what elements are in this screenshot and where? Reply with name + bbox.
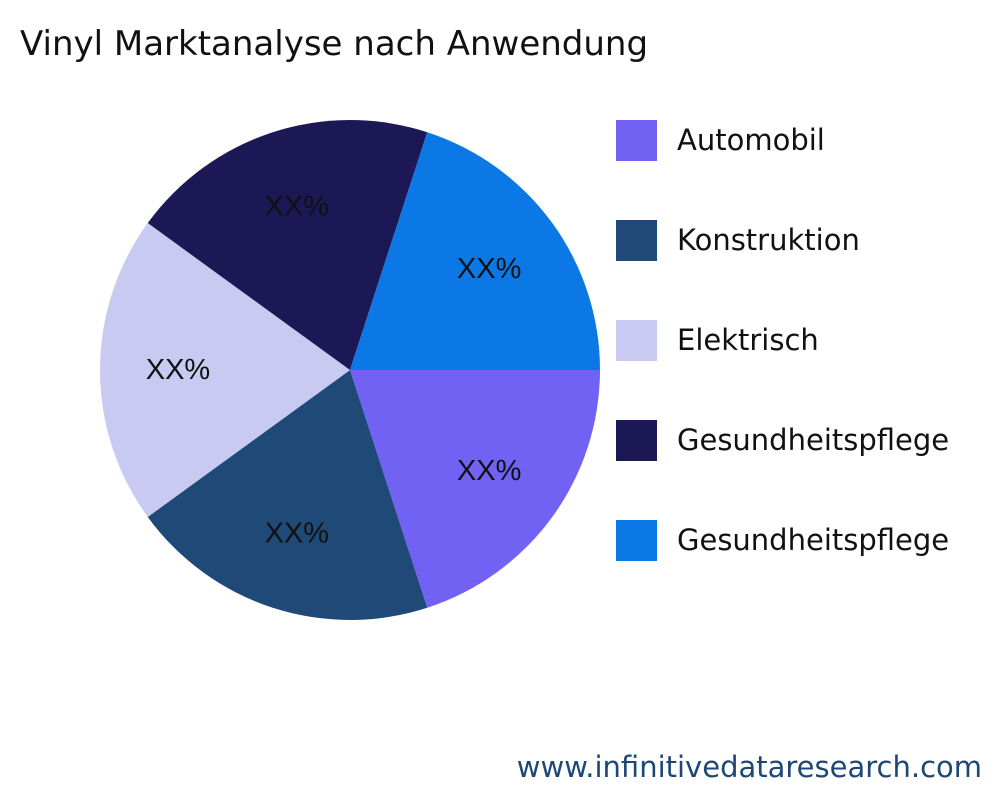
slice-label-0: XX%	[457, 455, 521, 487]
legend-item-4: Gesundheitspflege	[616, 519, 949, 561]
legend-item-3: Gesundheitspflege	[616, 419, 949, 461]
slice-label-4: XX%	[457, 253, 521, 285]
slice-label-2: XX%	[146, 354, 210, 386]
legend-label-3: Gesundheitspflege	[677, 423, 950, 457]
legend: Automobil Konstruktion Elektrisch Gesundhei…	[616, 119, 949, 619]
pie-slice-3	[147, 120, 428, 370]
slice-label-1: XX%	[265, 518, 329, 550]
legend-swatch-4	[616, 519, 657, 561]
legend-label-4: Gesundheitspflege	[677, 523, 950, 557]
legend-swatch-0	[616, 119, 657, 161]
legend-swatch-3	[616, 419, 657, 461]
legend-item-0: Automobil	[616, 119, 949, 161]
chart-title: Vinyl Marktanalyse nach Anwendung	[20, 24, 649, 64]
legend-item-1: Konstruktion	[616, 219, 949, 261]
footer-url: www.infinitivedataresearch.com	[516, 750, 982, 784]
slice-label-3: XX%	[265, 190, 329, 222]
legend-swatch-2	[616, 319, 657, 361]
pie-slice-4	[350, 132, 600, 370]
legend-item-2: Elektrisch	[616, 319, 949, 361]
legend-swatch-1	[616, 219, 657, 261]
legend-label-1: Konstruktion	[677, 223, 860, 257]
legend-label-2: Elektrisch	[677, 323, 819, 357]
pie-slice-0	[350, 370, 600, 608]
pie-slice-1	[147, 370, 428, 620]
pie-slice-2	[100, 223, 350, 517]
legend-label-0: Automobil	[677, 123, 825, 157]
